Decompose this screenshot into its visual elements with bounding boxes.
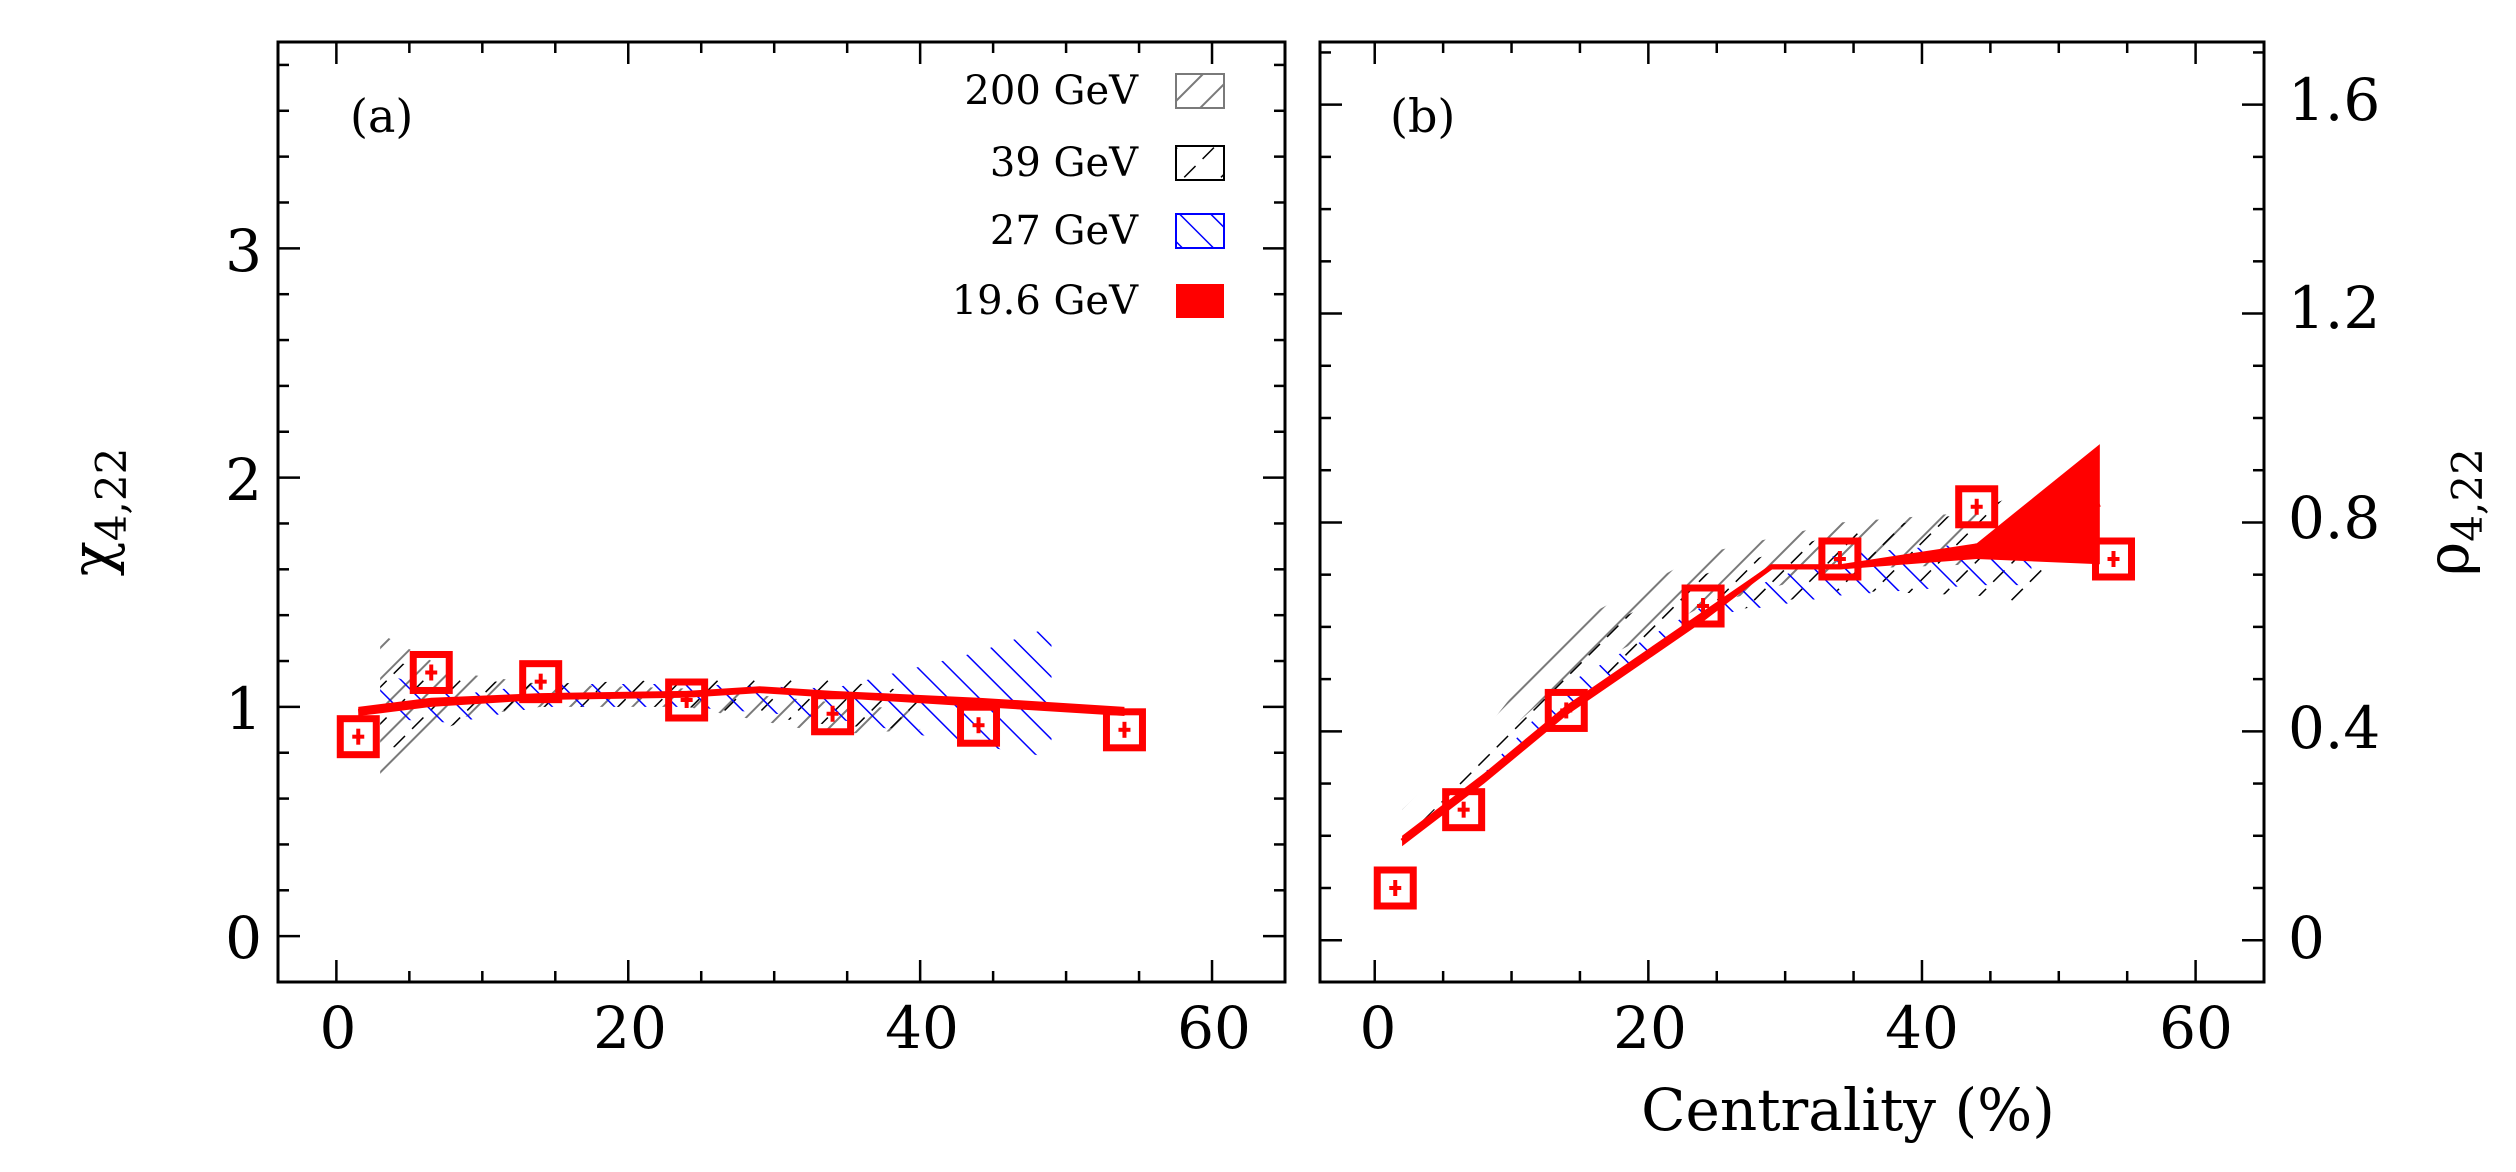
panel-a-line (357, 687, 1125, 714)
data-point (1373, 866, 1417, 910)
panel-a-markers (336, 650, 1146, 759)
panel-a-x-tick-labels: 0 20 40 60 (320, 994, 1251, 1062)
panel-b-x-tick-labels: 0 20 40 60 (1360, 994, 2233, 1062)
legend-label-39: 39 GeV (990, 140, 1139, 186)
panel-b-y-tick-labels: 0 0.4 0.8 1.2 1.6 (2288, 66, 2380, 972)
band-19-6-gev (358, 686, 1125, 717)
data-point (519, 660, 563, 704)
x-tick-label: 20 (1613, 994, 1687, 1062)
data-point (1681, 584, 1725, 628)
panel-a: 0 20 40 60 0 1 2 3 (a) χ4,22 200 GeV 39 … (58, 40, 1287, 1062)
data-point (1442, 788, 1486, 832)
x-tick-label: 40 (885, 994, 959, 1062)
y-axis-title-left-sub: 4,22 (87, 448, 136, 542)
series-line-19-6 (357, 687, 1125, 714)
data-point (811, 692, 855, 736)
y-tick-label: 2 (225, 446, 262, 514)
band-27-gev (1484, 543, 2032, 784)
legend-label-27: 27 GeV (990, 208, 1139, 254)
x-tick-label: 0 (1360, 994, 1397, 1062)
y-axis-title-right-main: ρ (2414, 542, 2482, 576)
x-axis-title: Centrality (%) (1641, 1076, 2055, 1144)
panel-b-line (1400, 501, 2101, 843)
data-point (1102, 708, 1146, 752)
x-tick-label: 0 (320, 994, 357, 1062)
data-point (2092, 537, 2136, 581)
legend: 200 GeV 39 GeV 27 GeV 19.6 GeV (952, 68, 1225, 324)
data-point (665, 678, 709, 722)
legend-swatch-39 (1175, 145, 1225, 181)
panel-b-bands (1402, 444, 2100, 847)
band-39-gev (1402, 480, 2046, 841)
y-axis-title-right-sub: 4,22 (2443, 448, 2492, 542)
y-axis-title-right: ρ4,22 (2414, 448, 2492, 576)
x-tick-label: 60 (1177, 994, 1251, 1062)
panel-a-frame (276, 40, 1287, 984)
panel-b: 0 20 40 60 0 0.4 0.8 1.2 1.6 (b) Central… (1318, 40, 2492, 1144)
y-tick-label: 1.6 (2288, 66, 2380, 134)
y-tick-label: 0 (2288, 904, 2325, 972)
panel-b-frame (1318, 40, 2266, 984)
data-point (1818, 537, 1862, 581)
legend-swatch-200 (1175, 73, 1225, 109)
y-tick-label: 0.8 (2288, 484, 2380, 552)
data-point (957, 703, 1001, 747)
y-tick-label: 0 (225, 904, 262, 972)
x-tick-label: 40 (1885, 994, 1959, 1062)
y-axis-title-left-main: χ (58, 541, 126, 576)
x-tick-label: 20 (593, 994, 667, 1062)
data-point (1544, 688, 1588, 732)
data-point (1955, 485, 1999, 529)
panel-b-markers (1373, 485, 2136, 910)
y-tick-label: 3 (225, 217, 262, 285)
x-tick-label: 60 (2159, 994, 2233, 1062)
data-point (336, 715, 380, 759)
data-point (409, 650, 453, 694)
panel-a-label: (a) (350, 89, 413, 143)
panel-a-ticks (278, 42, 1287, 984)
legend-label-200: 200 GeV (964, 68, 1139, 114)
legend-label-19-6: 19.6 GeV (952, 278, 1139, 324)
panel-b-ticks (1320, 42, 2266, 982)
y-tick-label: 0.4 (2288, 694, 2380, 762)
y-tick-label: 1 (225, 675, 262, 743)
y-axis-title-left: χ4,22 (58, 448, 136, 577)
panel-a-y-tick-labels: 0 1 2 3 (225, 217, 262, 972)
series-line-19-6 (1400, 501, 2101, 843)
panel-b-label: (b) (1390, 89, 1455, 143)
legend-swatch-19-6 (1176, 284, 1224, 318)
legend-swatch-27 (1175, 213, 1225, 249)
y-tick-label: 1.2 (2288, 274, 2380, 342)
